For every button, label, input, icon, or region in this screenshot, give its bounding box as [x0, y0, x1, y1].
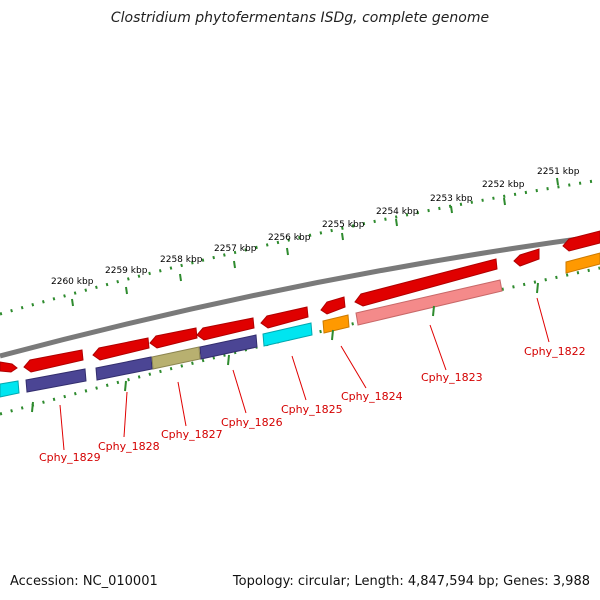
category-bar	[151, 346, 201, 370]
category-bars	[0, 252, 600, 398]
gene-arrow	[196, 317, 255, 341]
gene-arrow	[320, 296, 346, 315]
leader-line	[59, 404, 65, 451]
inner-ticks	[31, 282, 539, 413]
category-bar	[25, 368, 87, 393]
major-tick	[395, 218, 398, 227]
major-tick	[125, 286, 128, 295]
forward-genes	[0, 230, 600, 373]
leader-line	[177, 381, 187, 427]
category-bar	[322, 314, 350, 334]
major-tick	[341, 232, 344, 241]
scale-label-2253: 2253 kbp	[430, 194, 473, 204]
major-tick	[556, 177, 559, 186]
category-bar	[565, 252, 600, 274]
scale-label-2259: 2259 kbp	[105, 266, 148, 276]
category-bar	[0, 380, 20, 398]
inner-tick-ring	[0, 266, 600, 416]
gene-label-cphy-1828: Cphy_1828	[98, 440, 160, 453]
gene-arrow	[0, 361, 18, 373]
scale-label-2260: 2260 kbp	[51, 277, 94, 287]
scale-label-2254: 2254 kbp	[376, 207, 419, 217]
gene-labels: Cphy_1822 Cphy_1823 Cphy_1824 Cphy_1825 …	[39, 345, 586, 464]
inner-tick	[124, 380, 127, 392]
genome-backbone	[0, 233, 600, 359]
topology-summary: Topology: circular; Length: 4,847,594 bp…	[232, 574, 590, 589]
inner-tick	[536, 282, 539, 294]
gene-arrow	[260, 306, 309, 329]
scale-label-2257: 2257 kbp	[214, 244, 257, 254]
gene-label-cphy-1826: Cphy_1826	[221, 416, 283, 429]
inner-tick	[432, 305, 435, 317]
scale-label-2255: 2255 kbp	[322, 220, 365, 230]
gene-label-cphy-1827: Cphy_1827	[161, 428, 223, 441]
leader-line	[232, 369, 247, 414]
scale-label-2256: 2256 kbp	[268, 233, 311, 243]
leader-line	[340, 345, 367, 389]
major-tick	[233, 260, 236, 269]
gene-label-cphy-1822: Cphy_1822	[524, 345, 586, 358]
label-leaders	[59, 297, 550, 451]
scale-major-ticks	[71, 177, 559, 307]
gene-label-cphy-1824: Cphy_1824	[341, 390, 403, 403]
gene-arrow	[513, 248, 540, 267]
inner-tick	[227, 354, 230, 366]
scale-ring	[0, 178, 600, 316]
gene-arrow	[23, 349, 84, 373]
leader-line	[123, 391, 128, 438]
major-tick	[286, 247, 289, 256]
scale-label-2258: 2258 kbp	[160, 255, 203, 265]
accession-text: Accession: NC_010001	[10, 574, 158, 589]
scale-label-2251: 2251 kbp	[537, 167, 580, 177]
category-bar	[262, 322, 313, 347]
category-bar	[355, 279, 503, 326]
gene-label-cphy-1823: Cphy_1823	[421, 371, 483, 384]
major-tick	[71, 298, 74, 307]
inner-tick	[31, 401, 34, 413]
gene-label-cphy-1829: Cphy_1829	[39, 451, 101, 464]
gene-arrow	[149, 327, 198, 349]
gene-arrow	[354, 258, 498, 307]
gene-label-cphy-1825: Cphy_1825	[281, 403, 343, 416]
major-tick	[503, 197, 506, 206]
gene-arrow	[562, 230, 600, 252]
genome-title: Clostridium phytofermentans ISDg, comple…	[110, 10, 490, 26]
leader-line	[291, 355, 307, 401]
major-tick	[179, 273, 182, 282]
major-tick	[450, 205, 453, 214]
leader-line	[429, 324, 447, 371]
leader-line	[536, 297, 550, 343]
inner-tick	[331, 329, 334, 341]
scale-label-2252: 2252 kbp	[482, 180, 525, 190]
category-bar	[95, 356, 153, 381]
scale-labels: 2251 kbp 2252 kbp 2253 kbp 2254 kbp 2255…	[51, 167, 580, 287]
category-bar	[199, 334, 258, 360]
gene-arrow	[92, 337, 150, 361]
